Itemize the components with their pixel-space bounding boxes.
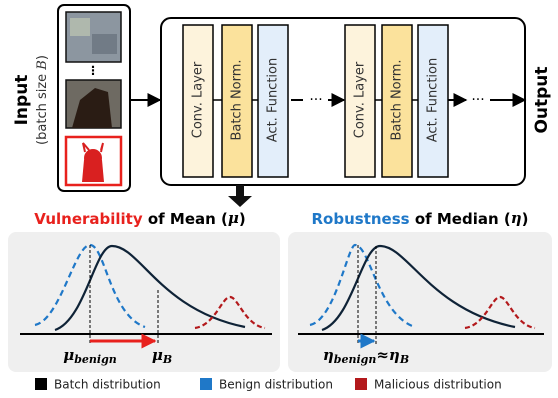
layer-label: Conv. Layer [191,61,206,138]
layer-label: Act. Function [266,58,281,142]
legend-label: Malicious distribution [374,378,502,392]
down-arrow [228,185,252,207]
panel-bg [8,232,280,372]
layer-label: Act. Function [426,58,441,142]
devil-head [84,149,102,167]
legend-swatch [35,378,47,390]
diagram: Input (batch size B) ⋮ Conv. Layer Batch … [0,0,558,398]
panel-left: μbenign μB [8,232,280,372]
output-label: Output [532,66,552,133]
legend-swatch [200,378,212,390]
legend-label: Benign distribution [219,378,333,392]
dots: ⋮ [87,64,99,78]
ellipsis: ··· [471,92,484,108]
legend-label: Batch distribution [54,378,161,392]
panel-right: ηbenign≈ηB [288,232,552,372]
image-noise [70,18,90,36]
panel-title: Robustness of Median (η) [312,209,529,228]
image-noise [92,34,117,54]
legend-swatch [355,378,367,390]
layer-label: Conv. Layer [353,61,368,138]
layer-label: Batch Norm. [230,59,245,140]
input-sublabel: (batch size B) [35,55,50,145]
layer-label: Batch Norm. [390,59,405,140]
panel-title: Vulnerability of Mean (μ) [34,209,246,228]
ellipsis: ··· [309,92,322,108]
legend: Batch distribution Benign distribution M… [35,378,502,392]
input-label: Input [12,75,32,126]
